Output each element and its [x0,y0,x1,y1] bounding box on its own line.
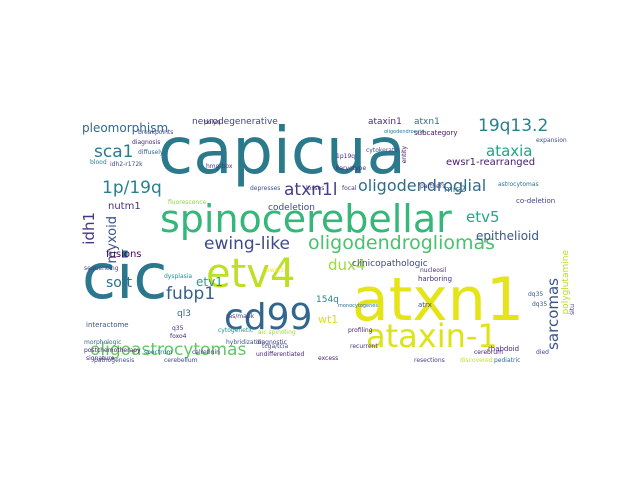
word: capicua [158,115,406,189]
word: wt1 [318,313,339,326]
word: cytokeratin [366,147,400,154]
word: recurrent [350,343,378,350]
word: spectrum [144,349,173,356]
word: co-deletion [516,197,556,205]
word: nutm1 [108,201,141,212]
word: fluorescence [168,199,207,206]
word: dq35 [532,301,548,308]
word: polyq [204,119,221,126]
word: interactome [86,321,129,329]
word: breakpoints [138,129,174,136]
word: ras/mapk [226,313,255,320]
word: ataxia [486,142,533,160]
word: etv4 [206,251,296,297]
word: ewsr1-rearranged [446,157,536,168]
word: postchemotherapy [84,347,141,354]
word: atxn1 [414,117,440,127]
word: losses [306,185,325,192]
word: pediatric [494,357,521,364]
word: 1p/19q [102,178,162,198]
word: fubp1 [166,284,216,304]
word: profiling [348,327,373,334]
word: idh1 [80,212,98,245]
word: diagnostic [256,339,287,346]
word: depresses [250,185,281,192]
word: fusions [106,249,142,260]
word: ql3 [177,309,191,319]
word: atxn1l [284,180,338,200]
word: entity [401,146,408,164]
word: blood [90,159,107,166]
word: 154q [316,295,339,305]
word: hybridization [226,339,266,346]
word: excess [318,355,339,362]
word: dysplasia [164,273,193,280]
word: oligodendroglial [358,176,487,195]
word: etv1 [196,275,223,289]
word: atxn1 [352,265,525,335]
word: oligodendrocyte [384,129,425,135]
word: diagnosis [132,139,161,146]
word: sarcomas [544,278,562,350]
word: idh2-r172k [110,161,143,168]
word: q35 [172,325,184,332]
word: dq35 [528,291,544,298]
word: signature [86,355,115,362]
word: pathogenesis [94,357,135,364]
word: oligoastrocytomas [90,340,247,360]
word: tcga/tcia [262,343,289,350]
word: oligodendrogliomas [308,232,496,254]
word: 19q13.2 [478,116,549,136]
word: cerebellum [164,357,198,364]
word: ewsr1 [266,267,285,274]
word: harboring [418,275,453,283]
word: resections [414,357,445,364]
word: focal [342,185,357,192]
word: hmg-box [206,163,233,170]
word: etv5 [466,208,500,226]
word: morphologic [84,339,122,346]
word: epithelioid [476,229,539,243]
word: sca1 [94,142,134,162]
word: ewing-like [204,234,290,254]
word: 1p19q [336,153,356,160]
word: dux4 [328,256,366,274]
word: soft [106,275,133,291]
word-cloud: capicua cic spinocerebellar atxn1 etv4 c… [80,118,576,366]
word: karyotype [336,165,367,172]
word: atrx [418,301,432,309]
word: subcategory [414,129,458,137]
word: ataxin1 [368,117,402,127]
word: cerebrum [474,349,503,356]
word: cic [82,240,168,313]
word: partners [420,183,446,190]
word: rhabdoid [488,345,520,353]
word: situ [569,304,576,315]
word: ataxin-1 [366,317,498,355]
word: astrocytomas [498,181,539,188]
word: cytogenetic [218,327,254,334]
word: foxo4 [170,333,187,340]
word: discovered [460,357,493,364]
word: expansion [536,137,567,144]
word: neurodegenerative [192,117,278,127]
word: pleomorphism [82,121,169,135]
word: diffusely [138,149,164,156]
word: mic2 [444,185,466,195]
word: sequencing [84,265,119,272]
word: cd99 [224,297,313,338]
word: died [536,349,549,356]
word: aic spindling [258,329,296,336]
word: nucleosil [420,267,447,274]
word: calretinin [192,349,220,356]
word: monocytogenes [338,303,378,309]
word: spinocerebellar [160,197,452,241]
word: undifferentiated [256,351,305,358]
word: clinicopathologic [352,259,428,269]
word: codeletion [268,203,315,213]
